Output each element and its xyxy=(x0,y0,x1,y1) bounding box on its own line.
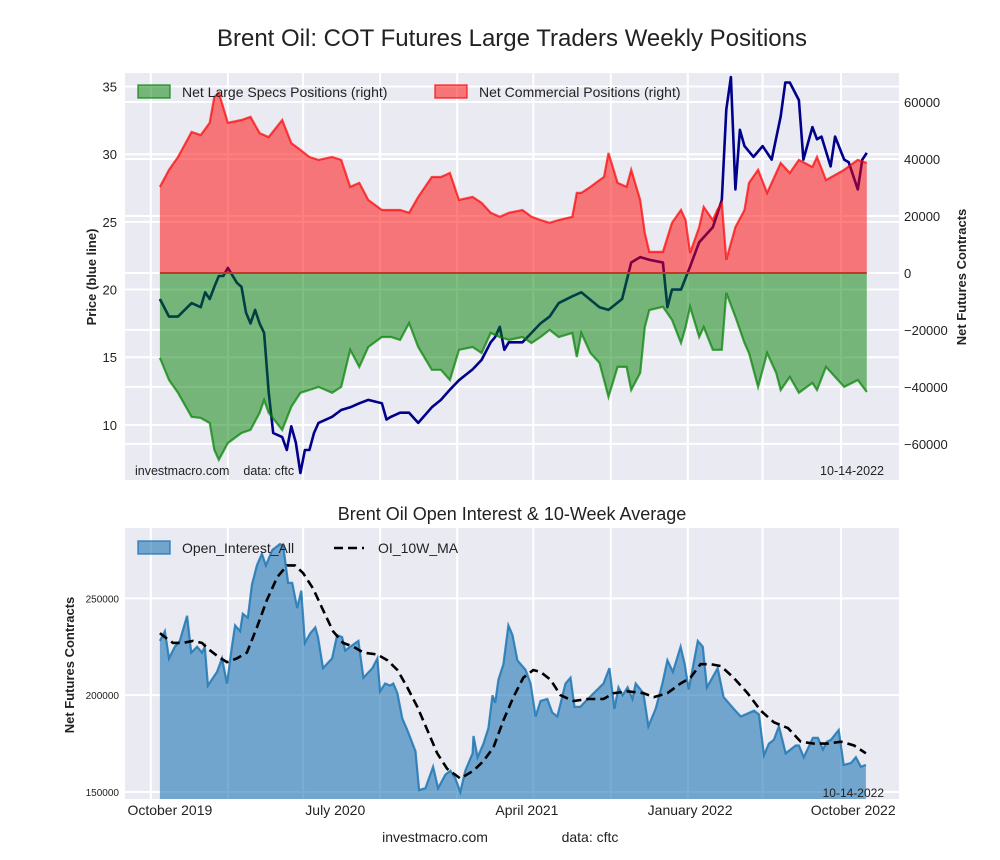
legend-specs-label: Net Large Specs Positions (right) xyxy=(182,84,387,100)
net-contracts-axis-label: Net Futures Contracts xyxy=(954,209,969,346)
net-contracts-axis-ticks: −60000 −40000 −20000 0 20000 40000 60000 xyxy=(904,95,948,452)
oi-10w-ma-line xyxy=(159,564,867,781)
contracts-tick-label: −20000 xyxy=(904,323,948,338)
positions-panel: 10 15 20 25 30 35 −60000 −40000 −20000 0 20000 400… xyxy=(84,73,969,480)
price-axis-ticks: 10 15 20 25 30 35 xyxy=(103,80,117,433)
legend-commercial-swatch xyxy=(434,84,468,99)
date-tick-label: April 2021 xyxy=(495,802,558,818)
footer-source: data: cftc xyxy=(562,829,619,845)
date-tick-label: October 2022 xyxy=(811,802,896,818)
legend-specs-swatch xyxy=(137,84,171,99)
date-tick-label: October 2019 xyxy=(127,802,212,818)
legend-commercial-label: Net Commercial Positions (right) xyxy=(479,84,681,100)
contracts-tick-label: 40000 xyxy=(904,152,940,167)
source-annotation: investmacro.com data: cftc xyxy=(135,464,294,478)
legend-oi-swatch xyxy=(137,540,171,555)
positions-legend: Net Large Specs Positions (right) Net Co… xyxy=(137,84,681,100)
footer-site: investmacro.com xyxy=(382,829,488,845)
date-annotation: 10-14-2022 xyxy=(820,464,884,478)
open-interest-x-ticks: October 2019 July 2020 April 2021 January 2… xyxy=(127,802,895,818)
oi-date-annotation: 10-14-2022 xyxy=(823,786,885,800)
price-tick-label: 15 xyxy=(103,350,117,365)
price-axis-label: Price (blue line) xyxy=(84,229,99,326)
contracts-tick-label: 60000 xyxy=(904,95,940,110)
oi-tick-label: 200000 xyxy=(86,691,120,702)
date-tick-label: July 2020 xyxy=(305,802,365,818)
open-interest-y-ticks: 150000 200000 250000 xyxy=(86,594,120,799)
open-interest-title: Brent Oil Open Interest & 10-Week Averag… xyxy=(338,504,687,524)
legend-ma-label: OI_10W_MA xyxy=(378,540,459,556)
contracts-tick-label: −60000 xyxy=(904,437,948,452)
net-large-specs-line xyxy=(158,292,868,463)
net-commercial-area xyxy=(159,92,867,273)
open-interest-panel: Brent Oil Open Interest & 10-Week Averag… xyxy=(62,504,899,818)
date-tick-label: January 2022 xyxy=(648,802,733,818)
price-tick-label: 25 xyxy=(103,215,117,230)
main-title: Brent Oil: COT Futures Large Traders Wee… xyxy=(217,25,807,52)
price-tick-label: 10 xyxy=(103,418,117,433)
open-interest-legend: Open_Interest_All OI_10W_MA xyxy=(137,540,459,556)
price-tick-label: 30 xyxy=(103,147,117,162)
contracts-tick-label: 20000 xyxy=(904,209,940,224)
open-interest-line xyxy=(158,542,867,796)
price-tick-label: 20 xyxy=(103,283,117,298)
price-tick-label: 35 xyxy=(103,80,117,95)
contracts-tick-label: −40000 xyxy=(904,380,948,395)
open-interest-area xyxy=(159,544,866,799)
net-large-specs-area xyxy=(159,272,867,460)
legend-oi-label: Open_Interest_All xyxy=(182,540,294,556)
net-commercial-line xyxy=(158,90,868,261)
oi-tick-label: 150000 xyxy=(86,788,120,799)
oi-tick-label: 250000 xyxy=(86,594,120,605)
open-interest-axis-label: Net Futures Contracts xyxy=(62,597,77,734)
contracts-tick-label: 0 xyxy=(904,266,911,281)
